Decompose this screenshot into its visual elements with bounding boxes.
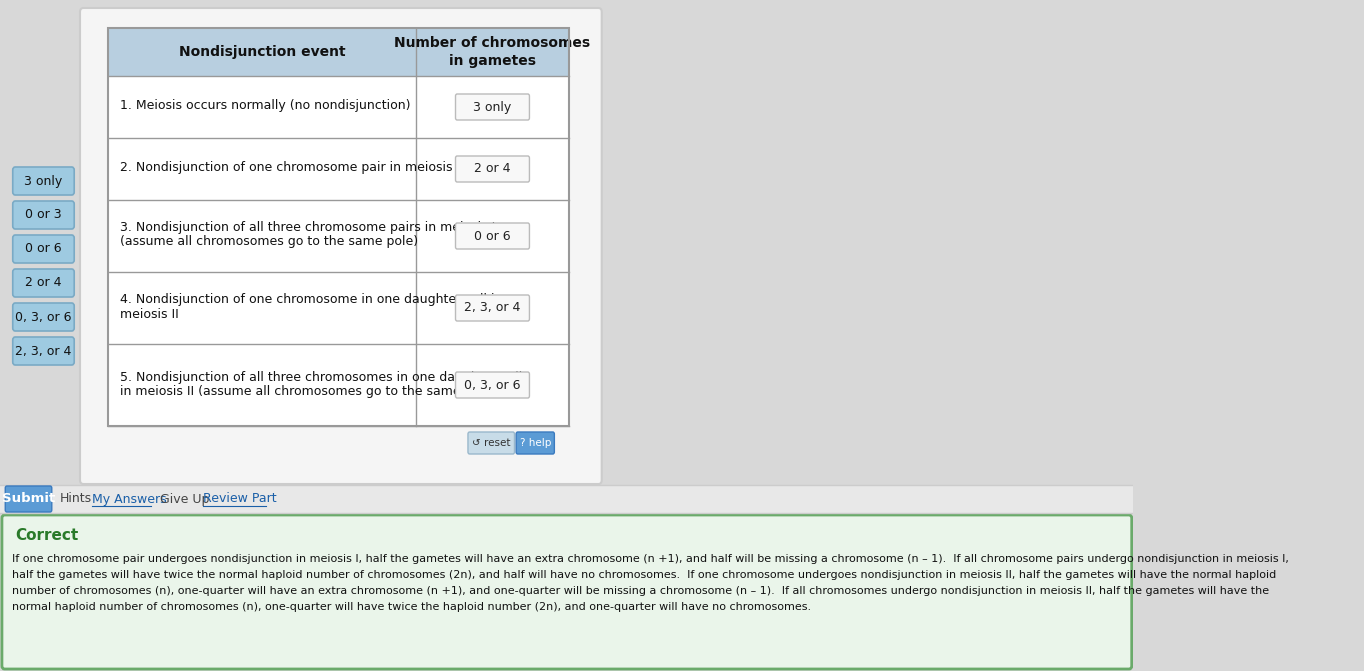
FancyBboxPatch shape [12,337,74,365]
Text: 2, 3, or 4: 2, 3, or 4 [15,344,72,358]
Text: 0 or 3: 0 or 3 [25,209,61,221]
Bar [108,272,569,344]
Bar [108,200,569,272]
Text: 0 or 6: 0 or 6 [475,229,510,242]
FancyBboxPatch shape [456,156,529,182]
Text: ? help: ? help [520,438,551,448]
Text: Submit: Submit [1,493,55,505]
Bar [108,138,569,200]
Text: 2, 3, or 4: 2, 3, or 4 [464,301,521,315]
FancyBboxPatch shape [456,372,529,398]
Text: Review Part: Review Part [203,493,277,505]
Text: 2 or 4: 2 or 4 [475,162,510,176]
Text: (assume all chromosomes go to the same pole): (assume all chromosomes go to the same p… [120,236,417,248]
Text: 2 or 4: 2 or 4 [25,276,61,289]
Text: Number of chromosomes
in gametes: Number of chromosomes in gametes [394,36,591,68]
Text: 5. Nondisjunction of all three chromosomes in one daughter cell: 5. Nondisjunction of all three chromosom… [120,370,522,384]
Text: 2. Nondisjunction of one chromosome pair in meiosis I: 2. Nondisjunction of one chromosome pair… [120,162,460,174]
FancyBboxPatch shape [12,201,74,229]
Bar [108,344,569,426]
FancyBboxPatch shape [80,8,602,484]
Text: normal haploid number of chromosomes (n), one-quarter will have twice the haploi: normal haploid number of chromosomes (n)… [12,602,812,612]
FancyBboxPatch shape [468,432,514,454]
FancyBboxPatch shape [456,223,529,249]
Text: in meiosis II (assume all chromosomes go to the same pole): in meiosis II (assume all chromosomes go… [120,384,496,397]
Text: 0, 3, or 6: 0, 3, or 6 [15,311,72,323]
Bar [108,28,569,426]
Text: half the gametes will have twice the normal haploid number of chromosomes (2n), : half the gametes will have twice the nor… [12,570,1277,580]
Text: Nondisjunction event: Nondisjunction event [179,45,345,59]
Text: ↺ reset: ↺ reset [472,438,510,448]
Text: number of chromosomes (n), one-quarter will have an extra chromosome (n +1), and: number of chromosomes (n), one-quarter w… [12,586,1269,596]
Text: Give Up: Give Up [160,493,209,505]
FancyBboxPatch shape [12,303,74,331]
Text: meiosis II: meiosis II [120,307,179,321]
Text: 3 only: 3 only [25,174,63,187]
FancyBboxPatch shape [1,515,1132,669]
Text: 0 or 6: 0 or 6 [25,242,61,256]
Text: 3. Nondisjunction of all three chromosome pairs in meiosis I: 3. Nondisjunction of all three chromosom… [120,221,495,234]
FancyBboxPatch shape [5,486,52,512]
FancyBboxPatch shape [12,269,74,297]
Text: Hints: Hints [60,493,93,505]
Bar [108,28,569,426]
FancyBboxPatch shape [516,432,554,454]
FancyBboxPatch shape [12,167,74,195]
Bar [108,76,569,138]
Text: 1. Meiosis occurs normally (no nondisjunction): 1. Meiosis occurs normally (no nondisjun… [120,99,411,113]
FancyBboxPatch shape [12,235,74,263]
Text: Correct: Correct [15,529,79,544]
Text: If one chromosome pair undergoes nondisjunction in meiosis I, half the gametes w: If one chromosome pair undergoes nondisj… [12,554,1289,564]
Text: My Answers: My Answers [91,493,166,505]
Bar [108,28,569,76]
Text: 4. Nondisjunction of one chromosome in one daughter cell in: 4. Nondisjunction of one chromosome in o… [120,293,502,307]
Bar [0,485,1133,513]
Text: 3 only: 3 only [473,101,512,113]
Text: 0, 3, or 6: 0, 3, or 6 [464,378,521,391]
FancyBboxPatch shape [456,94,529,120]
FancyBboxPatch shape [456,295,529,321]
